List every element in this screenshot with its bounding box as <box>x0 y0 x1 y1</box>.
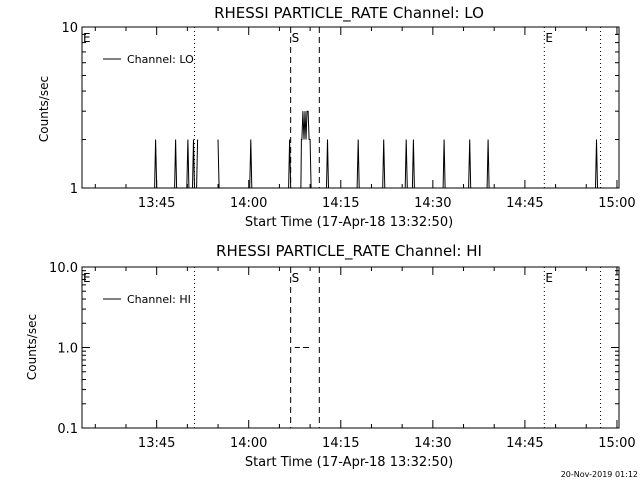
panel-lo-series <box>154 110 598 189</box>
panel-lo-ticks: 13:45 14:00 14:15 14:30 14:45 15:00 1 10 <box>61 21 635 211</box>
panel-hi-x-tick-label: 13:45 <box>138 436 175 451</box>
panel-lo-title: RHESSI PARTICLE_RATE Channel: LO <box>214 4 484 23</box>
panel-lo-x-tick-label: 14:00 <box>230 196 267 211</box>
panel-lo-legend: Channel: LO <box>103 53 194 66</box>
panel-hi-title: RHESSI PARTICLE_RATE Channel: HI <box>216 242 482 261</box>
panel-hi-marker-label: S <box>292 271 300 285</box>
panel-hi-x-tick-label: 14:45 <box>506 436 543 451</box>
panel-lo-y-axis-label: Counts/sec <box>37 76 51 142</box>
panel-lo-x-tick-label: 13:45 <box>138 196 175 211</box>
panel-hi-x-axis-label: Start Time (17-Apr-18 13:32:50) <box>245 455 453 470</box>
generation-timestamp: 20-Nov-2019 01:12 <box>561 470 638 479</box>
panel-lo-x-tick-label: 14:15 <box>322 196 359 211</box>
panel-hi-plot-frame <box>81 266 620 429</box>
panel-hi-legend-label: Channel: HI <box>127 293 191 306</box>
panel-hi-x-tick-label: 14:15 <box>322 436 359 451</box>
panel-lo: RHESSI PARTICLE_RATE Channel: LO Counts/… <box>37 4 636 230</box>
panel-hi-y-tick-label: 1.0 <box>57 342 78 357</box>
panel-hi-y-tick-label: 0.1 <box>57 422 78 437</box>
panel-hi-marker-label: E <box>545 271 553 285</box>
panel-hi-x-tick-label: 14:30 <box>414 436 451 451</box>
panel-lo-marker-label: S <box>292 31 300 45</box>
panel-lo-y-tick-label: 1 <box>70 182 78 197</box>
panel-lo-series-line <box>154 110 598 189</box>
panel-lo-x-tick-label: 14:45 <box>506 196 543 211</box>
panel-hi: RHESSI PARTICLE_RATE Channel: HI Counts/… <box>25 242 636 470</box>
panel-lo-marker-label: E <box>545 31 553 45</box>
panel-lo-legend-label: Channel: LO <box>127 53 194 66</box>
panel-lo-x-tick-label: 15:00 <box>598 196 635 211</box>
panel-hi-marker-label: E <box>83 271 91 285</box>
panel-hi-x-tick-label: 15:00 <box>598 436 635 451</box>
panel-hi-y-tick-label: 10.0 <box>49 261 78 276</box>
panel-lo-plot-frame <box>81 26 620 189</box>
panel-lo-x-axis-label: Start Time (17-Apr-18 13:32:50) <box>245 215 453 230</box>
panel-hi-x-tick-label: 14:00 <box>230 436 267 451</box>
panel-lo-marker-label: E <box>83 31 91 45</box>
panel-lo-x-tick-label: 14:30 <box>414 196 451 211</box>
panel-hi-legend: Channel: HI <box>103 293 191 306</box>
panel-hi-y-axis-label: Counts/sec <box>25 314 39 380</box>
panel-hi-ticks: 13:45 14:00 14:15 14:30 14:45 15:00 0.1 1.0 10.0 <box>49 261 636 451</box>
panel-lo-y-tick-label: 10 <box>61 21 78 36</box>
